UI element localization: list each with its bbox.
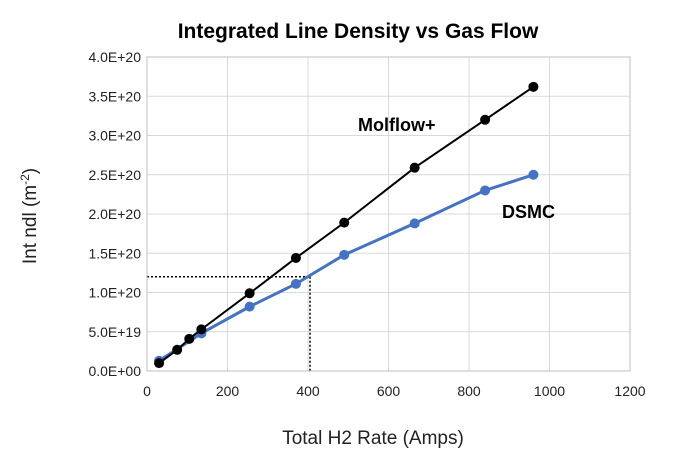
y-tick-label-5: 2.5E+20 <box>88 167 141 183</box>
data-point-dsmc-5 <box>409 218 420 229</box>
chart-title: Integrated Line Density vs Gas Flow <box>178 20 539 43</box>
x-tick-label-4: 800 <box>457 383 481 399</box>
data-point-molflow-3 <box>196 324 207 335</box>
x-tick-label-2: 400 <box>296 383 320 399</box>
series-layer <box>154 81 539 369</box>
y-axis-ticks: 0.0E+00 5.0E+19 1.0E+20 1.5E+20 2.0E+20 2.5E+… <box>88 49 141 379</box>
x-tick-label-3: 600 <box>377 383 401 399</box>
series-label-molflow: Molflow+ <box>358 115 436 135</box>
y-axis-label-close: ) <box>20 168 41 174</box>
y-axis-label: Int ndl (m-2) <box>18 168 41 264</box>
y-axis-label-superscript: -2 <box>18 174 32 185</box>
reference-lines <box>147 276 311 371</box>
x-axis-label: Total H2 Rate (Amps) <box>282 428 464 449</box>
x-tick-label-1: 200 <box>216 383 240 399</box>
y-tick-label-7: 3.5E+20 <box>88 88 141 104</box>
y-axis-label-main: Int ndl (m <box>20 185 41 264</box>
plot-area-frame <box>146 56 631 372</box>
grid-lines <box>146 56 631 372</box>
data-point-molflow-7 <box>409 162 420 173</box>
data-point-dsmc-2 <box>244 301 255 312</box>
y-tick-label-2: 1.0E+20 <box>88 285 141 301</box>
series-line-molflow <box>158 86 534 364</box>
x-tick-label-0: 0 <box>143 383 151 399</box>
x-tick-label-6: 1200 <box>614 383 645 399</box>
y-tick-label-0: 0.0E+00 <box>88 363 141 379</box>
y-tick-label-8: 4.0E+20 <box>88 49 141 65</box>
x-axis-ticks: 0 200 400 600 800 1000 1200 <box>143 383 646 399</box>
series-label-dsmc: DSMC <box>502 202 555 222</box>
data-point-molflow-2 <box>184 333 195 344</box>
data-point-dsmc-4 <box>339 249 350 260</box>
data-point-molflow-9 <box>528 81 539 92</box>
data-point-molflow-0 <box>154 358 165 369</box>
series-dsmc <box>154 169 539 366</box>
x-tick-label-5: 1000 <box>534 383 565 399</box>
y-tick-label-4: 2.0E+20 <box>88 206 141 222</box>
series-line-dsmc <box>158 173 534 363</box>
data-point-dsmc-3 <box>290 278 301 289</box>
data-point-dsmc-6 <box>480 185 491 196</box>
y-tick-label-6: 3.0E+20 <box>88 128 141 144</box>
data-point-molflow-5 <box>290 252 301 263</box>
data-point-dsmc-7 <box>528 169 539 180</box>
series-molflow <box>154 81 539 369</box>
data-point-molflow-6 <box>339 217 350 228</box>
data-point-molflow-8 <box>480 114 491 125</box>
y-tick-label-3: 1.5E+20 <box>88 245 141 261</box>
data-point-molflow-4 <box>244 288 255 299</box>
data-point-molflow-1 <box>172 344 183 355</box>
y-tick-label-1: 5.0E+19 <box>88 324 141 340</box>
